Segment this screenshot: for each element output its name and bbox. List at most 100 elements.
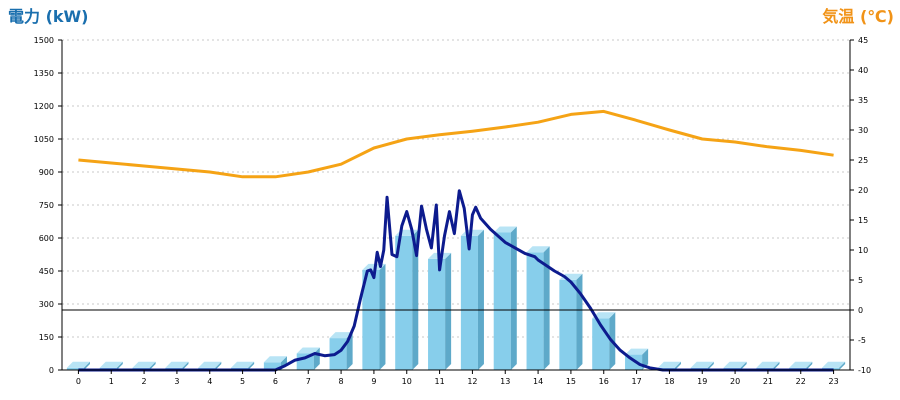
bar-top	[690, 361, 714, 368]
x-tick-label: 9	[371, 377, 376, 386]
bar-top	[263, 356, 287, 363]
bar-top	[526, 246, 550, 253]
bar-top	[66, 361, 90, 368]
bar-front	[493, 232, 511, 370]
bar-side	[773, 361, 780, 370]
left-tick-label: 600	[39, 234, 54, 243]
bar-front	[362, 269, 380, 370]
bar-top	[493, 226, 517, 233]
x-tick-label: 15	[566, 377, 576, 386]
x-tick-label: 20	[730, 377, 740, 386]
bar-front	[66, 367, 84, 370]
right-tick-label: 0	[858, 306, 863, 315]
bar-side	[182, 361, 189, 370]
x-tick-label: 12	[467, 377, 477, 386]
x-tick-label: 21	[763, 377, 773, 386]
bar-top	[822, 361, 846, 368]
bar-side	[543, 246, 550, 370]
left-tick-label: 1200	[34, 102, 54, 111]
bar-top	[231, 361, 255, 368]
right-tick-label: -10	[858, 366, 871, 375]
bar-top	[165, 361, 189, 368]
bar-top	[789, 361, 813, 368]
axes-layer: 01503004506007509001050120013501500-10-5…	[34, 36, 871, 386]
right-tick-label: 40	[858, 66, 868, 75]
right-tick-label: 10	[858, 246, 868, 255]
bar-side	[248, 361, 255, 370]
bar	[460, 229, 484, 370]
bar-side	[740, 361, 747, 370]
left-tick-label: 1350	[34, 69, 54, 78]
bar	[559, 273, 583, 370]
x-tick-label: 5	[240, 377, 245, 386]
bar-side	[674, 361, 681, 370]
x-tick-label: 8	[339, 377, 344, 386]
x-tick-label: 22	[796, 377, 806, 386]
bar-side	[412, 229, 419, 370]
x-tick-label: 14	[533, 377, 543, 386]
right-axis-label: 気温 (℃)	[822, 7, 894, 26]
bar-side	[477, 229, 484, 370]
right-tick-label: 35	[858, 96, 868, 105]
right-tick-label: 30	[858, 126, 868, 135]
left-axis-label: 電力 (kW)	[8, 7, 89, 26]
left-tick-label: 150	[39, 333, 54, 342]
bar-top	[198, 361, 222, 368]
x-tick-label: 18	[664, 377, 674, 386]
bar-top	[592, 312, 616, 319]
power-series-line	[78, 189, 834, 372]
temperature-series-line	[78, 109, 834, 179]
left-tick-label: 1050	[34, 135, 54, 144]
bar	[66, 361, 90, 370]
bar-side	[576, 273, 583, 370]
x-tick-label: 2	[142, 377, 147, 386]
bar	[428, 252, 452, 370]
x-tick-label: 7	[306, 377, 311, 386]
bar-side	[445, 252, 452, 370]
bar-front	[559, 279, 577, 370]
right-tick-label: 20	[858, 186, 868, 195]
left-tick-label: 900	[39, 168, 54, 177]
bar-side	[116, 361, 123, 370]
x-tick-label: 4	[207, 377, 212, 386]
bar-side	[83, 361, 90, 370]
right-tick-label: 45	[858, 36, 868, 45]
left-tick-label: 1500	[34, 36, 54, 45]
bar-front	[428, 258, 446, 370]
bars-layer	[66, 226, 846, 370]
right-tick-label: -5	[858, 336, 866, 345]
bar-side	[379, 263, 386, 370]
left-tick-label: 0	[49, 366, 54, 375]
right-tick-label: 25	[858, 156, 868, 165]
right-tick-label: 15	[858, 216, 868, 225]
bar-side	[839, 361, 846, 370]
lines-layer	[78, 109, 834, 372]
bar-top	[625, 348, 649, 355]
bar-top	[296, 347, 320, 354]
grid-layer	[62, 39, 850, 338]
x-tick-label: 17	[631, 377, 641, 386]
x-tick-label: 6	[273, 377, 278, 386]
left-tick-label: 750	[39, 201, 54, 210]
bar-side	[215, 361, 222, 370]
x-tick-label: 0	[76, 377, 81, 386]
bar-side	[707, 361, 714, 370]
bar	[493, 226, 517, 370]
x-tick-label: 16	[599, 377, 609, 386]
x-tick-label: 1	[109, 377, 114, 386]
bar-front	[526, 252, 544, 370]
bar	[526, 246, 550, 370]
left-tick-label: 300	[39, 300, 54, 309]
x-tick-label: 3	[174, 377, 179, 386]
x-tick-label: 13	[500, 377, 510, 386]
bar-side	[510, 226, 517, 370]
x-tick-label: 19	[697, 377, 707, 386]
bar-front	[460, 235, 478, 370]
bar-front	[263, 362, 281, 370]
bar-top	[132, 361, 156, 368]
left-tick-label: 450	[39, 267, 54, 276]
bar-top	[723, 361, 747, 368]
x-tick-label: 10	[402, 377, 412, 386]
